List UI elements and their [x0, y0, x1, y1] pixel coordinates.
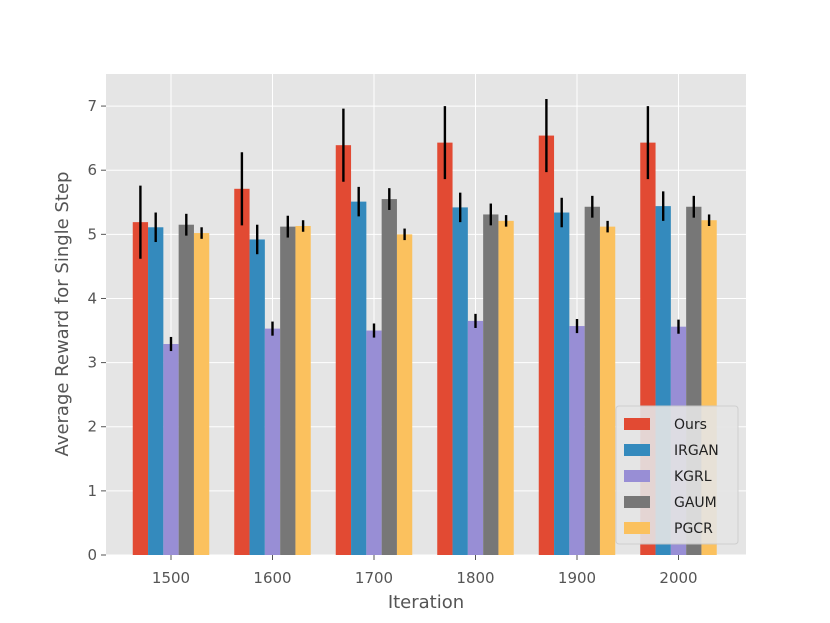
legend-box [615, 405, 739, 545]
x-tick-label: 1800 [456, 569, 494, 587]
legend-label-gaum: GAUM [674, 495, 717, 511]
x-tick-label: 2000 [659, 569, 697, 587]
bar-kgrl-1800 [467, 320, 484, 555]
bar-ours-1500 [132, 222, 149, 555]
bar-ours-1800 [437, 142, 453, 555]
bar-irgan-1900 [554, 212, 570, 555]
bar-irgan-1600 [249, 239, 265, 556]
y-tick-label: 7 [87, 97, 97, 115]
bar-ours-1600 [234, 188, 250, 556]
bar-ours-1900 [538, 135, 555, 555]
bar-ours-1700 [335, 145, 352, 556]
x-tick-label: 1900 [558, 569, 596, 587]
bar-pgcr-1700 [396, 234, 413, 556]
error-bars-group [139, 99, 711, 352]
bar-irgan-1700 [351, 201, 367, 555]
x-axis-label: Iteration [388, 592, 464, 613]
x-axis-ticks: 1500 1600 1700 1800 1900 2000 [152, 555, 698, 587]
legend-label-kgrl: KGRL [674, 469, 712, 485]
y-tick-label: 1 [87, 482, 97, 500]
y-tick-label: 3 [87, 354, 97, 372]
legend-label-ours: Ours [674, 417, 707, 433]
y-axis-ticks: 0 1 2 3 4 5 6 7 [87, 97, 106, 564]
x-tick-label: 1600 [253, 569, 291, 587]
bar-pgcr-1800 [498, 220, 514, 555]
y-tick-label: 0 [87, 546, 97, 564]
bar-pgcr-1500 [193, 233, 210, 555]
bar-pgcr-1900 [599, 226, 616, 555]
bar-irgan-1500 [148, 227, 164, 555]
y-tick-label: 4 [87, 289, 97, 307]
bar-kgrl-1900 [569, 326, 585, 555]
y-tick-label: 6 [87, 161, 97, 179]
bar-gaum-1800 [483, 214, 499, 555]
bar-kgrl-1600 [264, 328, 281, 555]
bar-gaum-1700 [381, 199, 397, 555]
legend: Ours IRGAN KGRL GAUM PGCR [615, 405, 739, 545]
x-tick-label: 1500 [152, 569, 190, 587]
y-axis-label: Average Reward for Single Step [52, 172, 73, 457]
legend-swatch-ours [624, 418, 650, 430]
legend-swatch-kgrl [624, 470, 650, 482]
bar-gaum-1600 [280, 226, 296, 555]
bar-kgrl-1500 [163, 344, 179, 555]
bar-gaum-1500 [178, 224, 194, 556]
legend-swatch-irgan [624, 444, 650, 456]
legend-label-pgcr: PGCR [674, 521, 713, 537]
bar-irgan-1800 [452, 207, 468, 555]
bar-kgrl-1700 [366, 330, 382, 555]
bar-pgcr-1600 [295, 225, 311, 555]
bar-gaum-1900 [584, 206, 600, 556]
y-tick-label: 2 [87, 418, 97, 436]
y-tick-label: 5 [87, 225, 97, 243]
x-tick-label: 1700 [355, 569, 393, 587]
legend-swatch-pgcr [624, 522, 650, 534]
legend-label-irgan: IRGAN [674, 443, 719, 459]
legend-swatch-gaum [624, 496, 650, 508]
